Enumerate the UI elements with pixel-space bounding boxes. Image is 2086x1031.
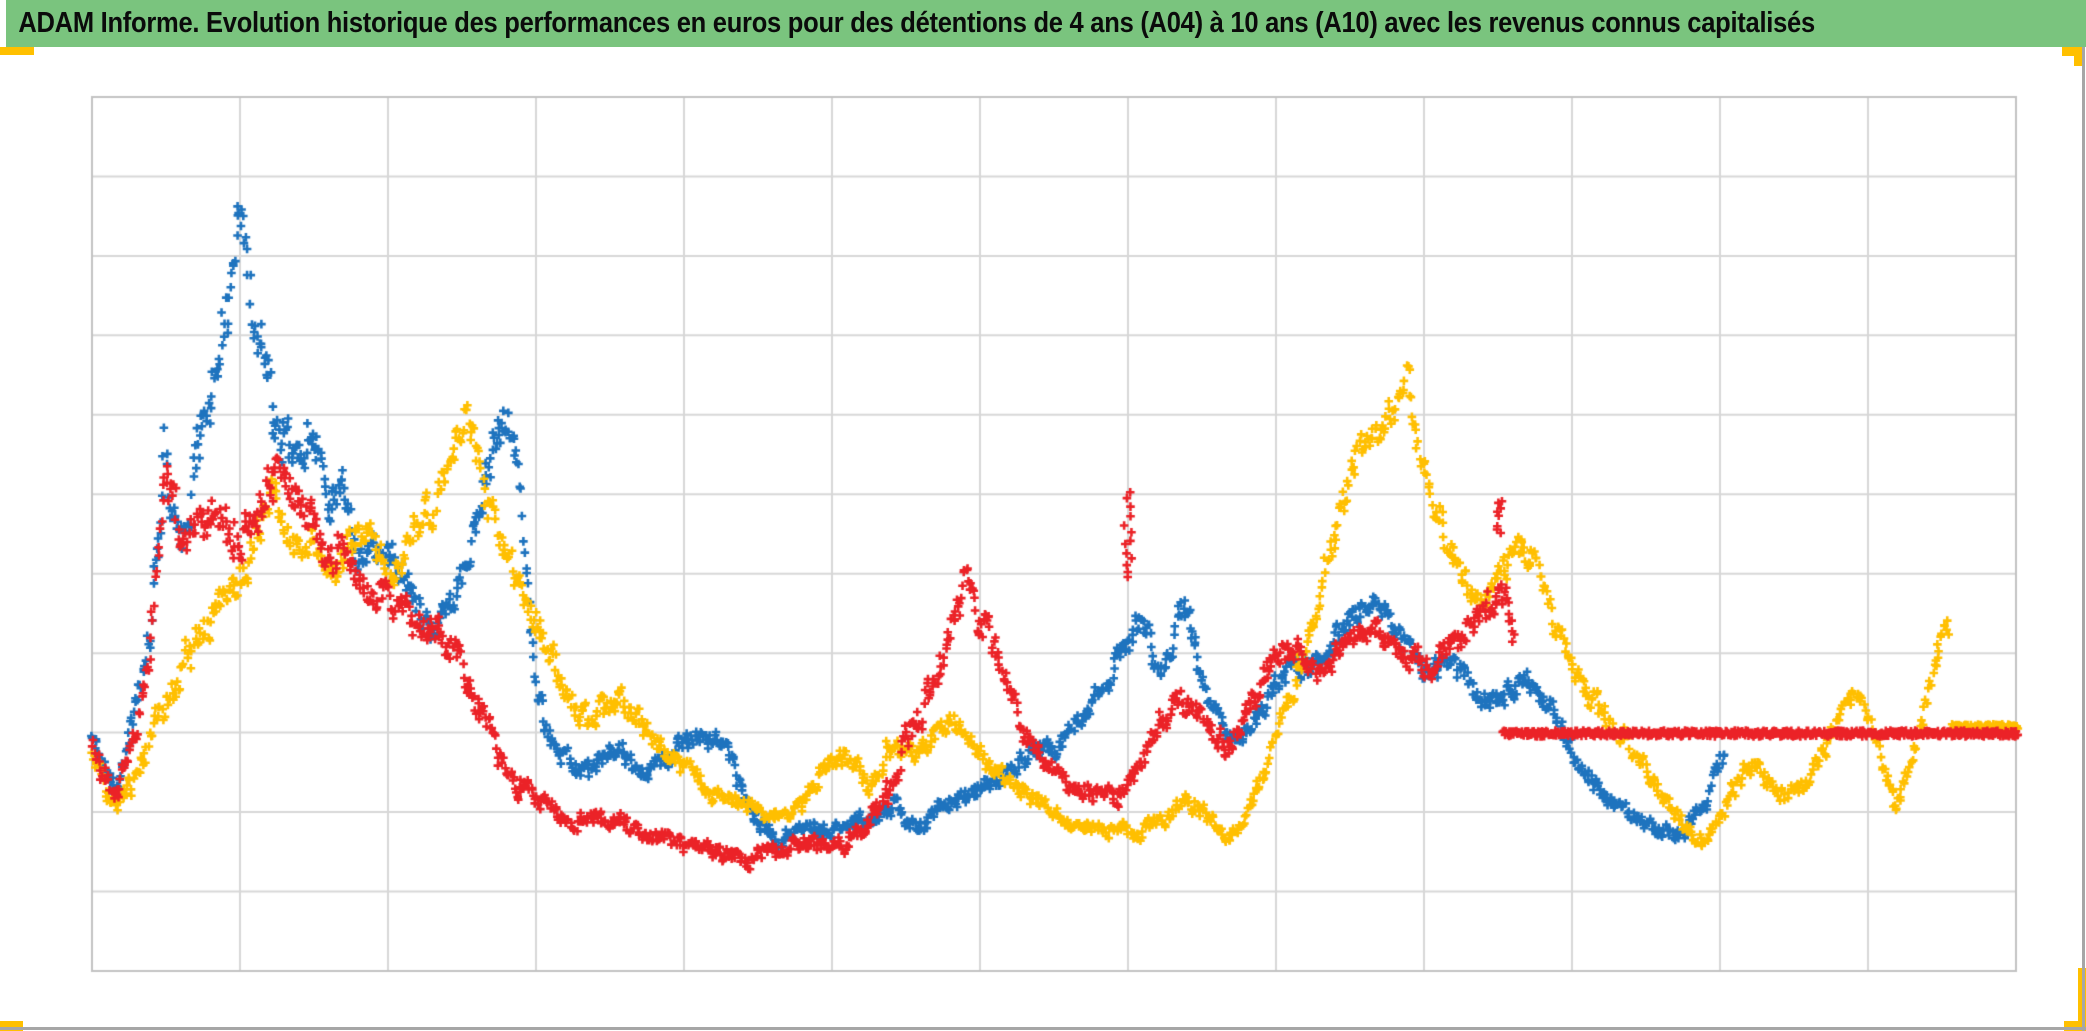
bottom-edge-rule bbox=[0, 1027, 2086, 1030]
accent-bottom-right-horizontal bbox=[2064, 1021, 2086, 1031]
accent-bottom-left bbox=[0, 1021, 23, 1031]
right-edge-rule bbox=[2082, 47, 2085, 1031]
accent-top-right-horizontal bbox=[2062, 47, 2082, 56]
accent-top-left bbox=[0, 47, 34, 55]
accent-top-right-vertical bbox=[2074, 47, 2082, 66]
